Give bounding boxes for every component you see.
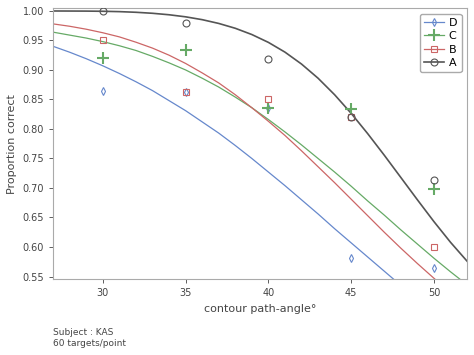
Text: Subject : KAS
60 targets/point: Subject : KAS 60 targets/point: [53, 328, 126, 348]
Legend: D, C, B, A: D, C, B, A: [419, 13, 462, 72]
Y-axis label: Proportion correct: Proportion correct: [7, 94, 17, 193]
X-axis label: contour path-angle°: contour path-angle°: [204, 304, 316, 314]
